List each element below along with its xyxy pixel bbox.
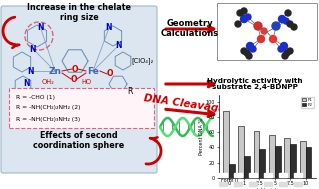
Legend: F1, F2: F1, F2	[301, 97, 314, 108]
Circle shape	[254, 22, 262, 30]
Text: Effects of second
coordination sphere: Effects of second coordination sphere	[33, 131, 125, 150]
Text: N: N	[115, 42, 121, 50]
Text: R: R	[127, 88, 133, 97]
Circle shape	[250, 46, 256, 52]
Text: Geometry
Calculations: Geometry Calculations	[161, 19, 219, 38]
X-axis label: t / (min): t / (min)	[257, 187, 277, 189]
Circle shape	[257, 36, 264, 43]
Circle shape	[287, 48, 293, 54]
Bar	[300, 141, 306, 178]
Bar	[294, 173, 302, 177]
Circle shape	[235, 21, 241, 27]
Circle shape	[245, 14, 251, 20]
Bar	[259, 149, 265, 178]
Circle shape	[241, 48, 247, 54]
Text: Form I: Form I	[221, 173, 236, 177]
Bar	[279, 173, 287, 177]
Text: N: N	[106, 22, 112, 32]
Circle shape	[287, 21, 293, 27]
Circle shape	[278, 15, 286, 22]
Bar	[279, 182, 287, 186]
Bar	[306, 147, 311, 178]
Bar	[219, 173, 227, 177]
Circle shape	[280, 43, 287, 50]
Circle shape	[241, 15, 248, 22]
Circle shape	[278, 46, 284, 52]
Circle shape	[282, 53, 288, 59]
Text: [ClO₄]₂: [ClO₄]₂	[132, 58, 154, 64]
Bar	[223, 111, 229, 178]
Bar	[219, 182, 227, 186]
Text: N: N	[27, 67, 33, 75]
Text: Fe: Fe	[87, 67, 99, 75]
Text: O: O	[71, 74, 77, 84]
Circle shape	[283, 18, 289, 24]
FancyBboxPatch shape	[9, 88, 154, 128]
Circle shape	[241, 8, 247, 14]
Text: Hydrolytic activity with
substrate 2,4-BDNPP: Hydrolytic activity with substrate 2,4-B…	[207, 77, 303, 91]
Text: Form II: Form II	[221, 178, 238, 184]
Circle shape	[244, 50, 250, 56]
Y-axis label: Percent DNA %: Percent DNA %	[199, 118, 204, 155]
Text: DNA Cleavage: DNA Cleavage	[143, 93, 225, 115]
Text: O: O	[72, 64, 78, 74]
Text: OH₂: OH₂	[41, 79, 55, 85]
Text: N: N	[38, 23, 44, 33]
Bar	[290, 144, 296, 178]
Bar	[249, 182, 257, 186]
FancyBboxPatch shape	[1, 6, 157, 173]
Bar	[238, 126, 244, 178]
Bar	[254, 131, 259, 178]
Bar	[249, 173, 257, 177]
Bar	[294, 182, 302, 186]
Circle shape	[285, 10, 291, 16]
Circle shape	[272, 22, 280, 30]
Bar	[264, 173, 272, 177]
Bar	[284, 138, 290, 178]
Bar	[275, 146, 281, 178]
Text: R = -NH(CH₂)₂NH₂ (2): R = -NH(CH₂)₂NH₂ (2)	[16, 105, 80, 111]
Text: N: N	[24, 80, 30, 88]
Circle shape	[247, 43, 254, 50]
Text: R = -NH(CH₂)₃NH₂ (3): R = -NH(CH₂)₃NH₂ (3)	[16, 116, 80, 122]
Circle shape	[246, 53, 252, 59]
Text: O: O	[107, 70, 113, 78]
Text: N: N	[30, 44, 36, 53]
Circle shape	[270, 36, 277, 43]
Text: Zn: Zn	[48, 67, 62, 75]
Circle shape	[237, 10, 243, 16]
Circle shape	[291, 24, 297, 30]
Bar	[234, 173, 242, 177]
Bar	[244, 156, 250, 178]
Bar	[269, 135, 275, 178]
Text: HO: HO	[81, 79, 91, 85]
FancyBboxPatch shape	[217, 3, 317, 60]
Text: R = -CHO (1): R = -CHO (1)	[16, 94, 55, 99]
Bar	[229, 164, 234, 178]
Circle shape	[284, 50, 290, 56]
Text: Increase in the chelate
ring size: Increase in the chelate ring size	[27, 3, 131, 22]
Bar	[264, 182, 272, 186]
Circle shape	[261, 28, 267, 34]
Bar	[234, 182, 242, 186]
